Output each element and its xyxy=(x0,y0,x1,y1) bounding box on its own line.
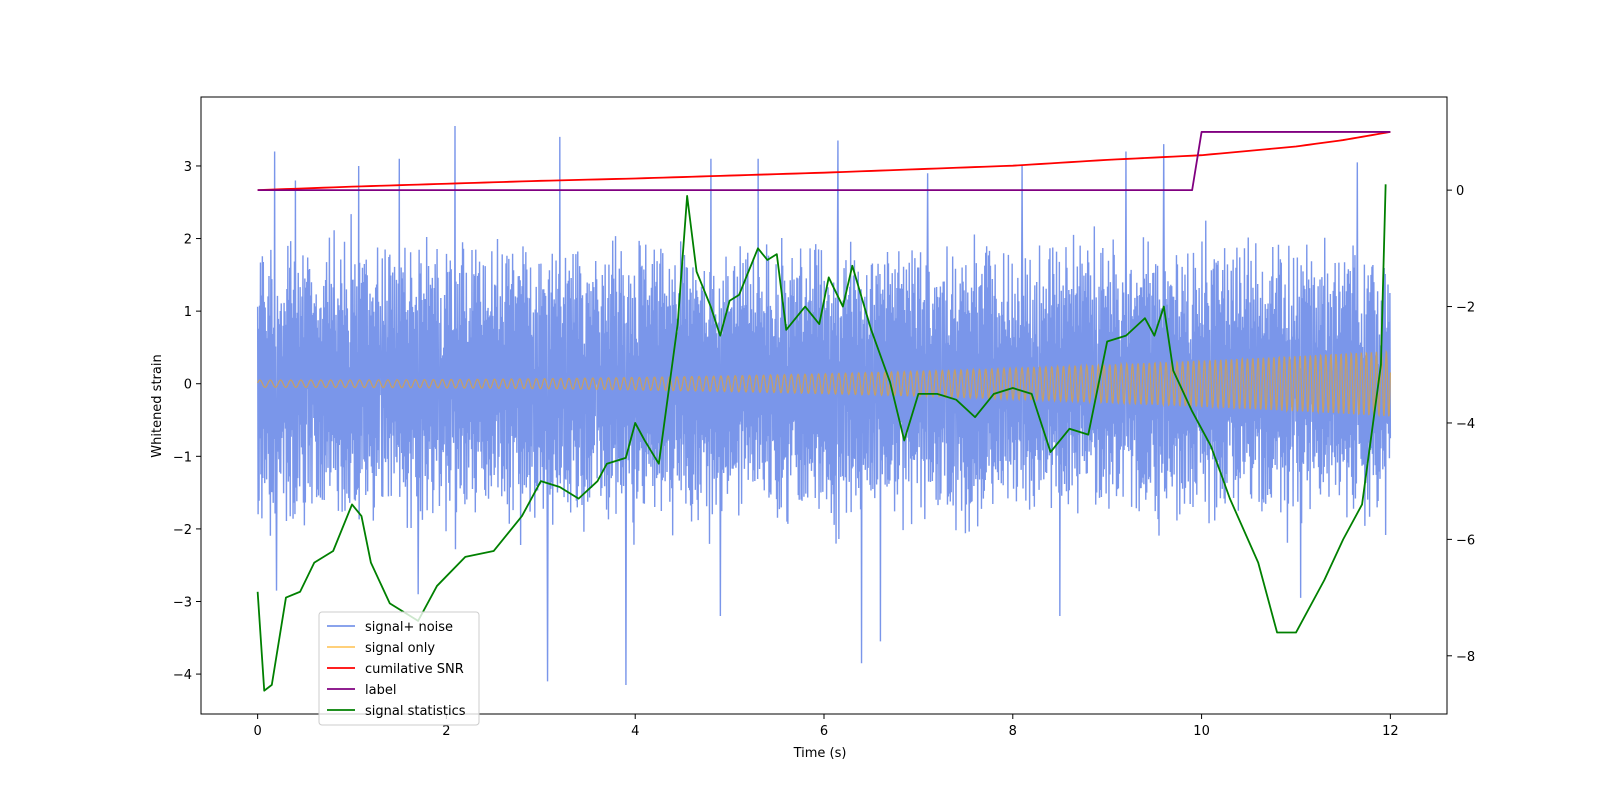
y-tick-label: −3 xyxy=(173,595,192,610)
y-tick-label: −1 xyxy=(173,450,192,465)
x-tick-label: 2 xyxy=(442,724,450,739)
y-tick-label: −4 xyxy=(173,668,192,683)
x-tick-label: 12 xyxy=(1382,724,1399,739)
y2-tick-label: −6 xyxy=(1456,533,1475,548)
y2-tick-label: −2 xyxy=(1456,301,1475,316)
y-tick-label: 3 xyxy=(184,160,192,175)
legend-entry: cumilative SNR xyxy=(365,662,464,677)
legend: signal+ noise signal only cumilative SNR la… xyxy=(318,611,480,726)
x-axis-label: Time (s) xyxy=(793,746,847,761)
x-tick-label: 8 xyxy=(1009,724,1017,739)
x-tick-label: 10 xyxy=(1193,724,1210,739)
y-tick-label: 0 xyxy=(184,378,192,393)
x-tick-label: 6 xyxy=(820,724,828,739)
series-signal-only xyxy=(257,349,1392,418)
series-label xyxy=(257,131,1391,192)
series-signal-noise xyxy=(256,126,1392,685)
series-cumulative-snr xyxy=(257,131,1391,192)
x-tick-label: 0 xyxy=(253,724,261,739)
y-tick-label: 1 xyxy=(184,305,192,320)
y2-tick-label: −8 xyxy=(1456,650,1475,665)
y-axis-label: Whitened strain xyxy=(150,354,165,457)
legend-box xyxy=(318,611,480,726)
x-tick-label: 4 xyxy=(631,724,639,739)
legend-entry: signal+ noise xyxy=(365,620,453,635)
y-tick-label: −2 xyxy=(173,523,192,538)
legend-entry: signal statistics xyxy=(365,704,466,719)
y2-tick-label: −4 xyxy=(1456,417,1475,432)
y2-tick-label: 0 xyxy=(1456,184,1464,199)
series-layer xyxy=(256,126,1392,692)
legend-entry: signal only xyxy=(365,641,435,656)
y-tick-label: 2 xyxy=(184,233,192,248)
legend-entry: label xyxy=(365,683,396,698)
series-signal-statistics xyxy=(256,184,1387,692)
